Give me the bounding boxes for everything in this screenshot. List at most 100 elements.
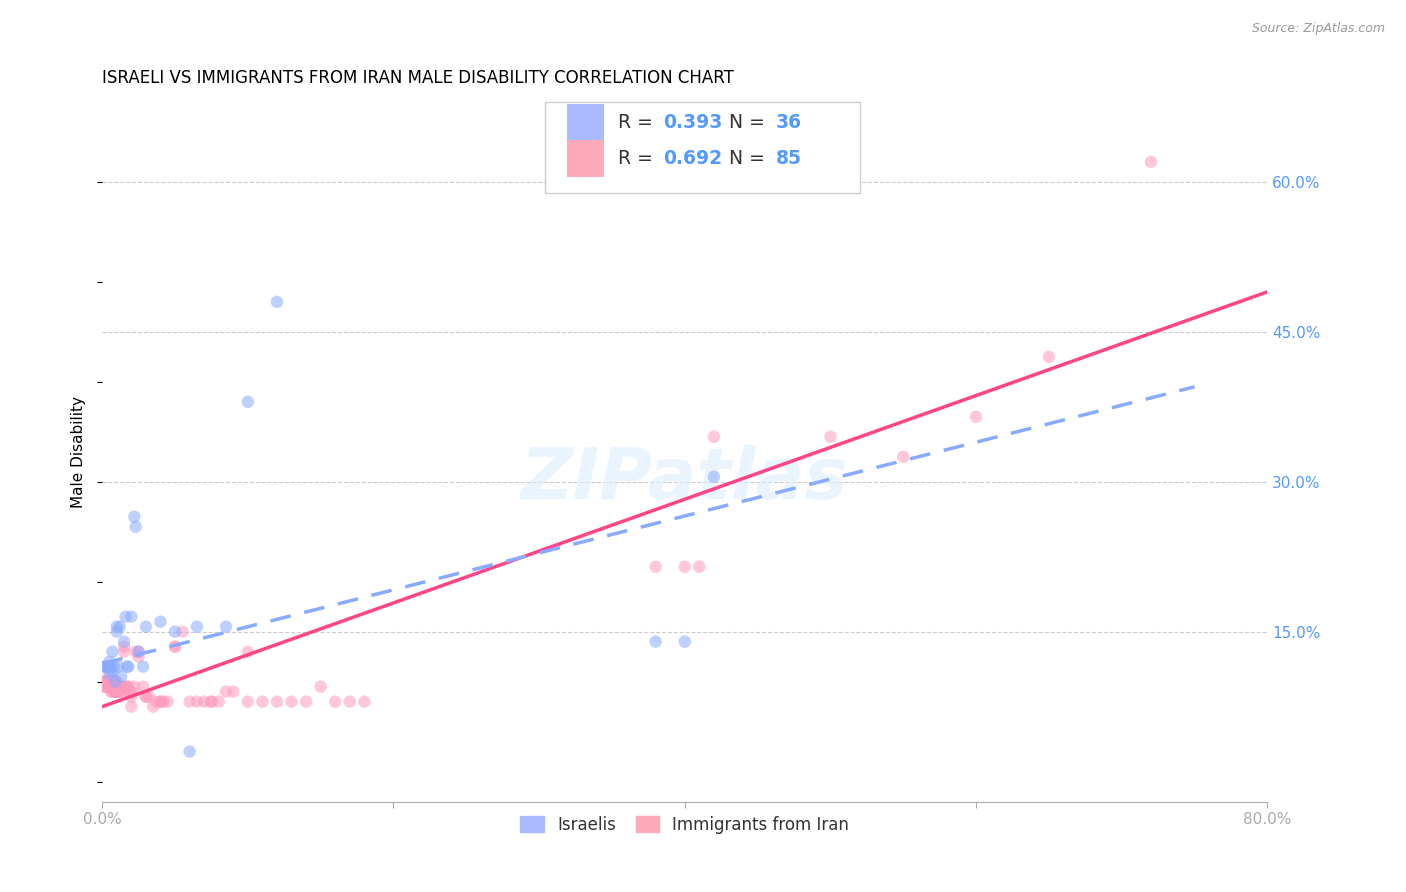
Point	[295, 695, 318, 709]
Point	[673, 634, 696, 648]
Point	[186, 695, 208, 709]
Legend: Israelis, Immigrants from Iran: Israelis, Immigrants from Iran	[512, 807, 858, 842]
Point	[107, 684, 129, 698]
Point	[186, 620, 208, 634]
Point	[132, 659, 155, 673]
Point	[105, 680, 128, 694]
Point	[101, 665, 124, 679]
Point	[125, 645, 148, 659]
Point	[208, 695, 231, 709]
Point	[252, 695, 274, 709]
Point	[93, 674, 115, 689]
Point	[107, 659, 129, 673]
Point	[222, 684, 245, 698]
Point	[122, 680, 145, 694]
Point	[152, 695, 174, 709]
Point	[111, 684, 134, 698]
Point	[236, 394, 259, 409]
Point	[112, 645, 135, 659]
Text: R =: R =	[619, 149, 659, 168]
Point	[94, 659, 117, 673]
Point	[98, 666, 121, 681]
Point	[105, 674, 128, 689]
Point	[96, 674, 118, 689]
FancyBboxPatch shape	[546, 102, 859, 193]
Point	[97, 680, 120, 694]
Point	[323, 695, 346, 709]
Point	[163, 640, 186, 654]
Point	[94, 680, 117, 694]
Point	[120, 690, 142, 704]
Point	[100, 684, 122, 698]
Point	[138, 690, 160, 704]
Point	[96, 680, 118, 694]
Point	[280, 695, 302, 709]
Point	[101, 680, 124, 694]
Point	[112, 640, 135, 654]
Point	[128, 649, 150, 664]
Point	[105, 684, 128, 698]
FancyBboxPatch shape	[567, 104, 605, 141]
Point	[215, 684, 238, 698]
Text: R =: R =	[619, 113, 659, 132]
Point	[98, 680, 121, 694]
Point	[93, 680, 115, 694]
Text: ISRAELI VS IMMIGRANTS FROM IRAN MALE DISABILITY CORRELATION CHART: ISRAELI VS IMMIGRANTS FROM IRAN MALE DIS…	[103, 69, 734, 87]
Point	[98, 674, 121, 689]
Point	[101, 645, 124, 659]
Text: 36: 36	[776, 113, 801, 132]
Point	[215, 620, 238, 634]
Point	[135, 690, 157, 704]
Point	[100, 680, 122, 694]
Point	[94, 674, 117, 689]
Point	[105, 620, 128, 634]
Point	[163, 624, 186, 639]
Point	[149, 695, 172, 709]
Text: 0.692: 0.692	[662, 149, 721, 168]
Point	[108, 620, 131, 634]
Point	[117, 659, 139, 673]
Point	[118, 684, 141, 698]
Point	[179, 745, 201, 759]
Point	[107, 680, 129, 694]
Point	[703, 430, 725, 444]
Point	[965, 409, 987, 424]
Text: N =: N =	[730, 113, 770, 132]
Point	[97, 659, 120, 673]
Point	[163, 640, 186, 654]
Text: N =: N =	[730, 149, 770, 168]
Point	[172, 624, 194, 639]
Point	[103, 680, 125, 694]
Point	[156, 695, 179, 709]
Point	[149, 695, 172, 709]
Point	[104, 684, 127, 698]
Point	[236, 645, 259, 659]
Point	[688, 559, 710, 574]
Point	[125, 520, 148, 534]
Point	[96, 659, 118, 673]
Text: 85: 85	[776, 149, 801, 168]
Y-axis label: Male Disability: Male Disability	[72, 396, 86, 508]
Point	[309, 680, 332, 694]
Point	[120, 699, 142, 714]
Point	[132, 680, 155, 694]
Point	[110, 670, 132, 684]
Point	[266, 294, 288, 309]
Point	[145, 695, 167, 709]
Point	[117, 680, 139, 694]
Point	[114, 680, 136, 694]
Point	[200, 695, 222, 709]
Point	[108, 684, 131, 698]
Point	[200, 695, 222, 709]
Point	[644, 559, 666, 574]
Point	[179, 695, 201, 709]
Point	[110, 680, 132, 694]
Point	[673, 559, 696, 574]
Point	[135, 620, 157, 634]
Point	[114, 609, 136, 624]
Point	[120, 609, 142, 624]
Point	[128, 645, 150, 659]
Point	[98, 670, 121, 684]
Point	[703, 469, 725, 483]
Point	[93, 674, 115, 689]
